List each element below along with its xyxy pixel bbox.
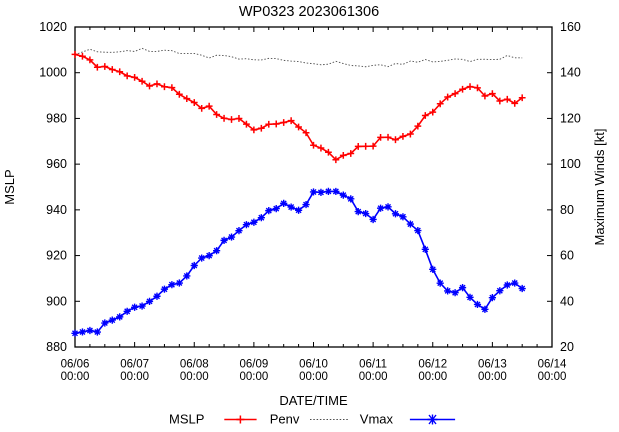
- svg-text:100: 100: [560, 157, 581, 171]
- svg-text:60: 60: [560, 249, 574, 263]
- svg-text:980: 980: [46, 111, 67, 125]
- svg-text:1000: 1000: [39, 66, 67, 80]
- svg-text:DATE/TIME: DATE/TIME: [279, 393, 348, 408]
- svg-text:80: 80: [560, 203, 574, 217]
- svg-text:00:00: 00:00: [120, 371, 149, 383]
- svg-text:WP0323 2023061306: WP0323 2023061306: [239, 4, 379, 20]
- svg-text:06/10: 06/10: [299, 359, 328, 371]
- svg-text:00:00: 00:00: [180, 371, 209, 383]
- svg-text:06/11: 06/11: [359, 359, 387, 371]
- svg-text:920: 920: [46, 249, 67, 263]
- svg-text:1020: 1020: [39, 20, 67, 34]
- svg-text:MSLP: MSLP: [2, 169, 17, 204]
- svg-text:40: 40: [560, 294, 574, 308]
- svg-text:00:00: 00:00: [61, 371, 90, 383]
- svg-text:140: 140: [560, 66, 581, 80]
- svg-text:06/09: 06/09: [239, 359, 268, 371]
- svg-text:Penv: Penv: [270, 412, 300, 427]
- svg-text:960: 960: [46, 157, 67, 171]
- svg-text:940: 940: [46, 203, 67, 217]
- svg-text:120: 120: [560, 111, 581, 125]
- svg-text:160: 160: [560, 20, 581, 34]
- svg-text:900: 900: [46, 294, 67, 308]
- svg-text:06/07: 06/07: [120, 359, 149, 371]
- svg-text:880: 880: [46, 340, 67, 354]
- svg-text:00:00: 00:00: [418, 371, 447, 383]
- svg-text:Vmax: Vmax: [360, 412, 394, 427]
- svg-text:00:00: 00:00: [239, 371, 268, 383]
- svg-text:Maximum Winds [kt]: Maximum Winds [kt]: [592, 128, 607, 245]
- svg-text:MSLP: MSLP: [169, 412, 204, 427]
- svg-text:00:00: 00:00: [538, 371, 567, 383]
- svg-text:06/13: 06/13: [478, 359, 507, 371]
- svg-text:00:00: 00:00: [478, 371, 507, 383]
- svg-text:06/14: 06/14: [538, 359, 567, 371]
- svg-text:00:00: 00:00: [299, 371, 328, 383]
- svg-text:00:00: 00:00: [359, 371, 388, 383]
- svg-text:06/08: 06/08: [180, 359, 209, 371]
- svg-text:06/06: 06/06: [61, 359, 90, 371]
- svg-text:20: 20: [560, 340, 574, 354]
- svg-text:06/12: 06/12: [418, 359, 447, 371]
